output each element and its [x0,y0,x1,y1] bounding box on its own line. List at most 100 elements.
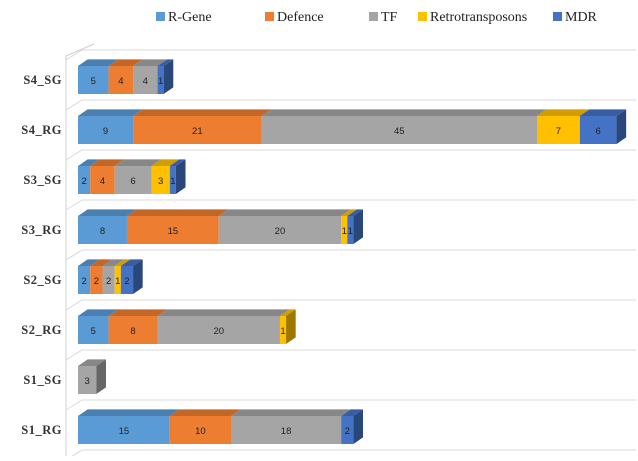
bar-segment [114,166,152,194]
bar-segment-top [126,209,229,216]
bar-segment-top [341,409,363,416]
data-label: 21 [192,126,203,137]
bar-segment-top [108,59,143,66]
bar-segment-top [347,209,363,216]
bar-segment [78,416,170,444]
data-label: 5 [91,76,96,87]
data-label: 4 [100,176,105,187]
data-label: 1 [348,226,353,237]
data-label: 20 [275,226,286,237]
gridline [65,449,636,461]
bar-side-face [96,359,106,394]
bar-side-face [353,409,363,444]
legend-label-defence: Defence [277,10,324,25]
data-label: 2 [345,426,350,437]
data-label: 3 [158,176,163,187]
bar-segment [133,116,262,144]
bar-segment [341,416,354,444]
data-label: 4 [118,76,123,87]
gridline [65,399,636,411]
bar-segment-top [90,159,125,166]
bar-segment [341,216,348,244]
bar-segment-top [78,359,106,366]
legend-label-r-gene: R-Gene [168,10,212,25]
bar-segment-top [90,259,113,266]
bar-side-face [616,109,627,144]
bar-segment [102,266,115,294]
legend-swatch-defence [265,12,274,21]
bar-segment [78,66,109,94]
gridline [65,49,636,61]
data-label: 3 [85,376,90,387]
bar-side-face [175,159,186,194]
bar-segment-top [102,259,125,266]
bar-segment-top [108,309,168,316]
bar-segment [78,366,97,394]
bar-segment-top [169,159,186,166]
bar-side-face [163,59,174,94]
bar-segment-top [579,109,627,116]
data-label: 20 [213,326,224,337]
data-label: 2 [81,176,86,187]
data-label: 6 [130,176,135,187]
data-label: 2 [81,276,86,287]
bar-segment [169,416,231,444]
category-label: S2_RG [21,323,62,337]
legend-label-retrotransposons: Retrotransposons [430,10,527,25]
data-label: 10 [195,426,206,437]
bar-segment [78,316,109,344]
data-label: 7 [556,126,561,137]
category-label: S4_SG [23,73,62,87]
bar-segment-top [218,209,351,216]
bar-segment-top [114,159,162,166]
data-label: 2 [124,276,129,287]
category-label: S3_RG [21,223,62,237]
bar-segment-top [78,259,100,266]
bar-segment [78,216,127,244]
legend-label-tf: TF [381,10,398,25]
bar-segment-top [114,259,131,266]
bar-side-face [133,259,143,294]
category-label: S1_RG [21,423,62,437]
bar-segment [90,166,115,194]
bar-segment [78,116,134,144]
bar-segment-top [151,159,180,166]
bar-segment-top [133,59,168,66]
bar-segment-top [157,309,290,316]
data-label: 18 [281,426,292,437]
bar-segment [151,166,170,194]
bar-segment-top [133,109,272,116]
bar-side-face [353,209,363,244]
data-label: 6 [596,126,601,137]
bar-segment [157,66,164,94]
bar-segment [108,316,158,344]
category-label: S2_SG [23,273,62,287]
data-label: 15 [168,226,179,237]
legend-swatch-retrotransposons [418,12,427,21]
category-label: S4_RG [21,123,62,137]
bar-segment-top [231,409,351,416]
bar-segment-top [78,409,180,416]
bar-segment-top [157,59,174,66]
data-label: 1 [342,226,347,237]
category-label: S1_SG [23,373,62,387]
bar-segment [120,266,134,294]
gridline [65,249,636,261]
bar-segment-top [78,59,119,66]
axis-depth-line [65,43,95,456]
data-label: 8 [100,226,105,237]
bar-segment [78,266,91,294]
bar-segment [126,216,219,244]
bar-segment [537,116,580,144]
bar-segment-top [78,109,143,116]
data-label: 4 [143,76,148,87]
data-label: 8 [130,326,135,337]
gridline [65,149,636,161]
bar-segment [114,266,121,294]
gridline [65,99,636,111]
bar-segment-top [279,309,296,316]
gridline [65,199,636,211]
bar-segment [169,166,176,194]
